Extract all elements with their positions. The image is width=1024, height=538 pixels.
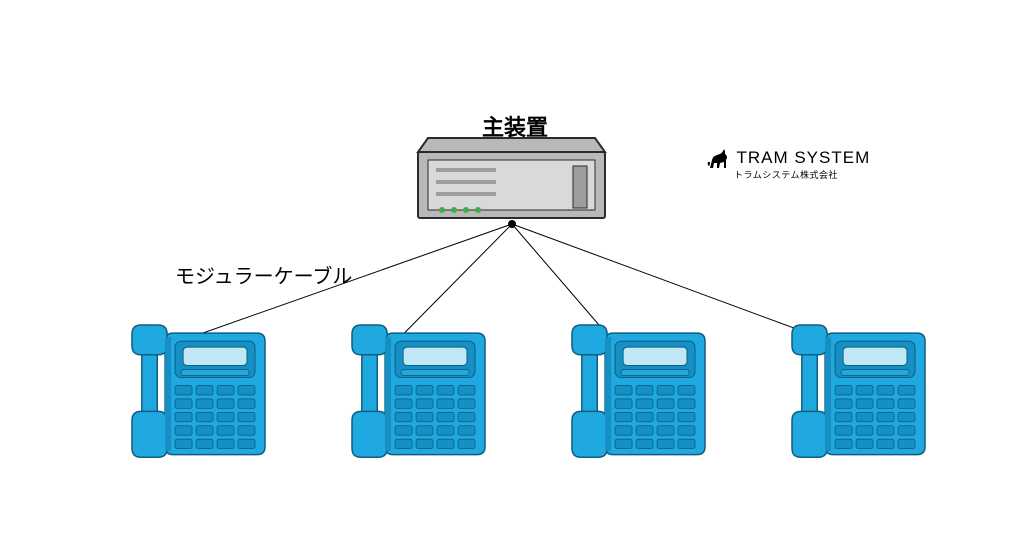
cable-lines [175,224,835,343]
hub-point [508,220,516,228]
phone-icon [352,325,485,457]
phone-icons [132,325,925,457]
diagram-svg [0,0,1024,538]
phone-icon [572,325,705,457]
server-icon [418,138,605,218]
diagram-canvas: 主装置 モジュラーケーブル TRAM SYSTEM トラムシステム株式会社 [0,0,1024,538]
phone-icon [132,325,265,457]
phone-icon [792,325,925,457]
